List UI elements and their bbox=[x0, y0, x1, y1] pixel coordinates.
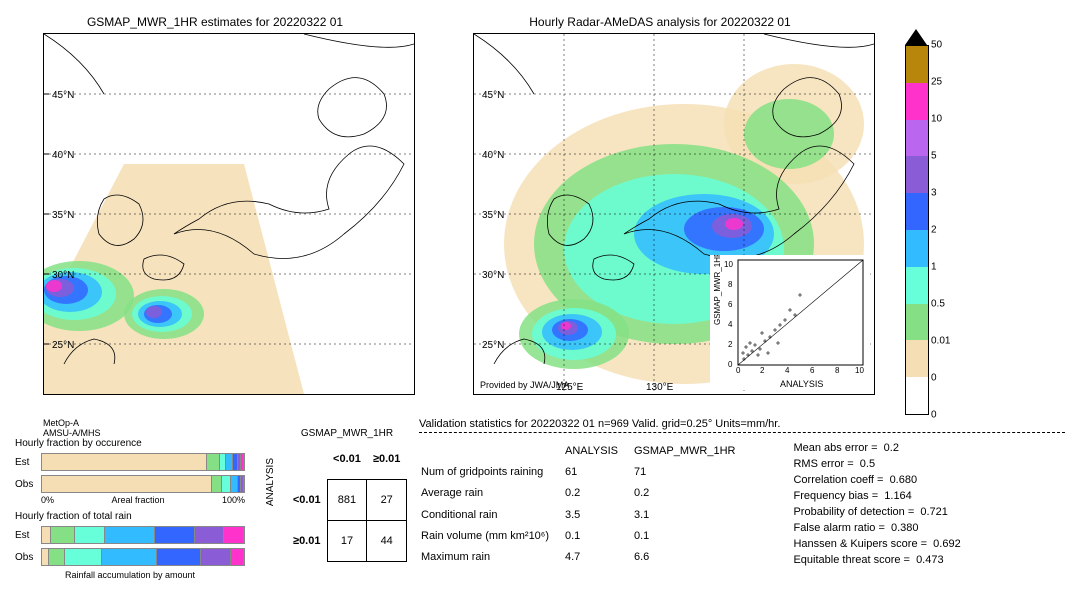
score-label: Correlation coeff = 0.680 bbox=[793, 473, 960, 487]
svg-text:0: 0 bbox=[728, 360, 733, 369]
score-table: Mean abs error = 0.2 RMS error = 0.5 Corre… bbox=[791, 439, 962, 569]
scatter-xlabel: ANALYSIS bbox=[780, 379, 823, 389]
confusion-side-label: ANALYSIS bbox=[265, 458, 276, 506]
svg-text:25°N: 25°N bbox=[52, 340, 74, 351]
svg-text:45°N: 45°N bbox=[482, 90, 504, 101]
confusion-panel: ANALYSIS GSMAP_MWR_1HR <0.01≥0.01 <0.01 … bbox=[257, 418, 407, 580]
svg-text:35°N: 35°N bbox=[52, 210, 74, 221]
svg-text:8: 8 bbox=[835, 366, 840, 375]
right-map-panel: Hourly Radar-AMeDAS analysis for 2022032… bbox=[445, 15, 875, 400]
svg-text:10: 10 bbox=[724, 260, 733, 269]
score-label: Mean abs error = 0.2 bbox=[793, 441, 960, 455]
xtick: 0% bbox=[41, 495, 54, 505]
left-map-panel: GSMAP_MWR_1HR estimates for 20220322 01 bbox=[15, 15, 415, 400]
occurrence-obs-bar bbox=[41, 475, 245, 493]
row-label: Obs bbox=[15, 479, 37, 490]
bar-charts-panel: MetOp-A AMSU-A/MHS Hourly fraction by oc… bbox=[15, 418, 245, 580]
validation-table: ANALYSISGSMAP_MWR_1HR Num of gridpoints … bbox=[419, 439, 751, 569]
svg-text:2: 2 bbox=[728, 340, 733, 349]
svg-text:40°N: 40°N bbox=[52, 150, 74, 161]
left-map-box: 45°N 40°N 35°N 30°N 25°N 125°E 130°E 135… bbox=[43, 33, 415, 395]
svg-text:30°N: 30°N bbox=[482, 270, 504, 281]
total-title: Hourly fraction of total rain bbox=[15, 511, 245, 522]
svg-text:6: 6 bbox=[810, 366, 815, 375]
confusion-title: GSMAP_MWR_1HR bbox=[287, 428, 407, 439]
left-map-svg: 45°N 40°N 35°N 30°N 25°N bbox=[44, 34, 414, 394]
svg-text:25°N: 25°N bbox=[482, 340, 504, 351]
svg-text:0: 0 bbox=[736, 366, 741, 375]
total-caption: Rainfall accumulation by amount bbox=[15, 570, 245, 580]
svg-text:130°E: 130°E bbox=[646, 382, 674, 393]
validation-panel: Validation statistics for 20220322 01 n=… bbox=[419, 418, 1065, 580]
occurrence-est-bar bbox=[41, 453, 245, 471]
val-row-label: Maximum rain bbox=[421, 548, 563, 567]
validation-title: Validation statistics for 20220322 01 n=… bbox=[419, 418, 1065, 433]
conf-cell: 17 bbox=[327, 521, 367, 562]
svg-text:2: 2 bbox=[760, 366, 765, 375]
val-row-label: Rain volume (mm km²10⁶) bbox=[421, 526, 563, 545]
colorbar-panel: 50251053210.50.0100 bbox=[905, 29, 927, 400]
score-label: False alarm ratio = 0.380 bbox=[793, 521, 960, 535]
row-label: Est bbox=[15, 530, 37, 541]
val-row-label: Num of gridpoints raining bbox=[421, 462, 563, 481]
total-obs-bar bbox=[41, 548, 245, 566]
svg-text:30°N: 30°N bbox=[52, 270, 74, 281]
score-label: Equitable threat score = 0.473 bbox=[793, 553, 960, 567]
map-attribution: Provided by JWA/JMA bbox=[480, 380, 569, 390]
svg-text:10: 10 bbox=[855, 366, 864, 375]
colorbar: 50251053210.50.0100 bbox=[905, 45, 927, 415]
val-row-label: Conditional rain bbox=[421, 505, 563, 524]
svg-text:8: 8 bbox=[728, 280, 733, 289]
score-label: RMS error = 0.5 bbox=[793, 457, 960, 471]
score-label: Probability of detection = 0.721 bbox=[793, 505, 960, 519]
left-map-title: GSMAP_MWR_1HR estimates for 20220322 01 bbox=[15, 15, 415, 29]
svg-text:6: 6 bbox=[728, 300, 733, 309]
val-row-label: Average rain bbox=[421, 483, 563, 502]
occurrence-title: Hourly fraction by occurence bbox=[15, 438, 245, 449]
score-label: Hanssen & Kuipers score = 0.692 bbox=[793, 537, 960, 551]
svg-text:4: 4 bbox=[728, 320, 733, 329]
right-map-title: Hourly Radar-AMeDAS analysis for 2022032… bbox=[445, 15, 875, 29]
scatter-inset: 0 2 4 6 8 10 0 2 4 6 8 10 ANALYSIS GSMAP_MWR_1HR bbox=[710, 255, 870, 390]
xtick: 100% bbox=[222, 495, 245, 505]
conf-cell: 27 bbox=[367, 480, 407, 521]
scatter-ylabel: GSMAP_MWR_1HR bbox=[713, 255, 722, 325]
conf-cell: 881 bbox=[327, 480, 367, 521]
conf-cell: 44 bbox=[367, 521, 407, 562]
satellite-label: MetOp-A bbox=[43, 418, 245, 428]
row-label: Obs bbox=[15, 552, 37, 563]
xlabel: Areal fraction bbox=[111, 495, 164, 505]
confusion-matrix: <0.01≥0.01 <0.01 881 27 ≥0.01 17 44 bbox=[287, 439, 407, 562]
total-est-bar bbox=[41, 526, 245, 544]
svg-text:4: 4 bbox=[785, 366, 790, 375]
instrument-label: AMSU-A/MHS bbox=[43, 428, 245, 438]
score-label: Frequency bias = 1.164 bbox=[793, 489, 960, 503]
svg-text:40°N: 40°N bbox=[482, 150, 504, 161]
svg-text:35°N: 35°N bbox=[482, 210, 504, 221]
colorbar-overflow-icon bbox=[905, 29, 927, 45]
row-label: Est bbox=[15, 457, 37, 468]
svg-text:45°N: 45°N bbox=[52, 90, 74, 101]
right-map-box: 45°N 40°N 35°N 30°N 25°N 125°E 130°E 135… bbox=[473, 33, 875, 395]
